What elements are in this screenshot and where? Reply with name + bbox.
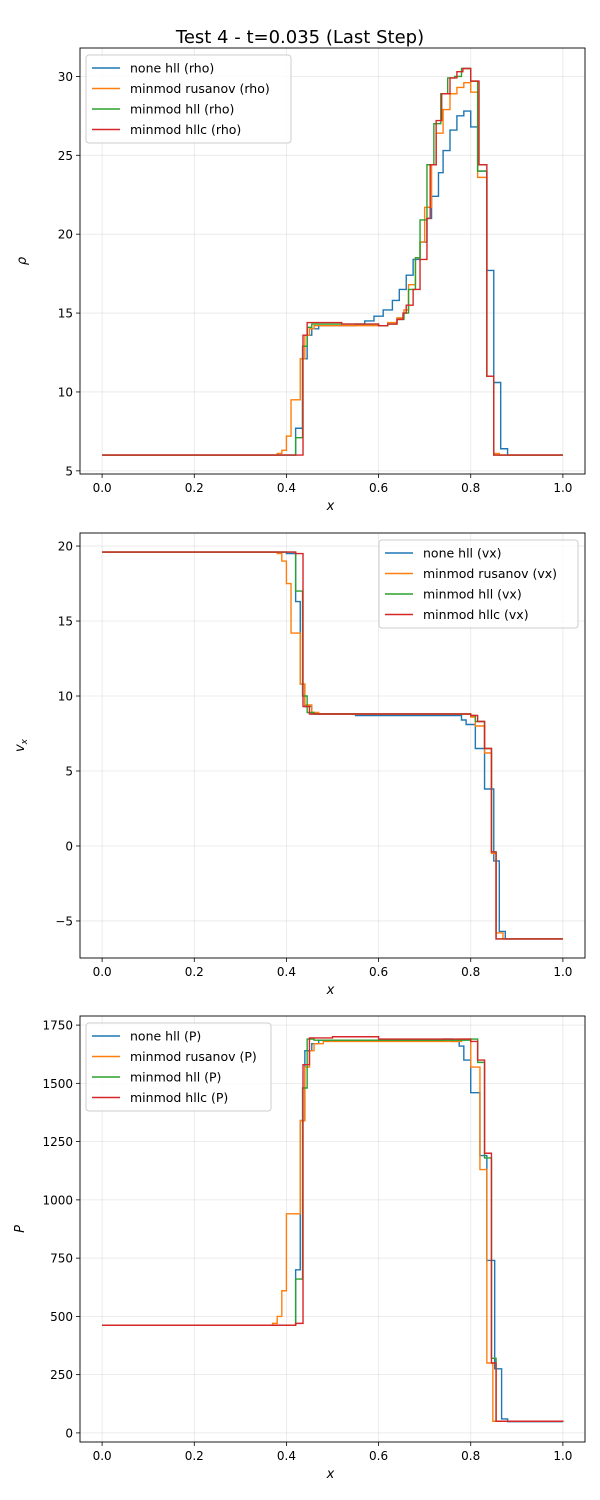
x-tick-label: 0.8 <box>461 965 480 979</box>
x-tick-label: 0.0 <box>93 965 112 979</box>
x-tick-label: 0.0 <box>93 1449 112 1463</box>
x-tick-label: 1.0 <box>553 1449 572 1463</box>
x-tick-label: 0.4 <box>277 481 296 495</box>
legend-label: minmod hllc (P) <box>130 1090 228 1105</box>
legend-label: none hll (vx) <box>423 546 502 561</box>
legend: none hll (P) minmod rusanov (P) minmod hll… <box>85 1022 272 1112</box>
axes-frame <box>79 532 586 959</box>
y-tick-label: 1000 <box>42 1193 73 1207</box>
y-tick-label: 500 <box>50 1310 73 1324</box>
x-tick-label: 0.2 <box>185 1449 204 1463</box>
y-tick-label: 0 <box>65 1426 73 1440</box>
subplot-2: 0.0 0.2 0.4 0.6 0.8 1.0 −5 0 5 10 15 20 x vx none hll … <box>13 532 586 998</box>
legend: none hll (rho) minmod rusanov (rho) minmod… <box>85 54 292 144</box>
subplot-1: 0.0 0.2 0.4 0.6 0.8 1.0 5 10 15 20 25 30 x ρ none hll … <box>15 47 586 514</box>
y-tick-label: 1750 <box>42 1019 73 1033</box>
series-line-minmod-rusanov-p- <box>102 1038 564 1422</box>
x-axis-label: x <box>326 499 335 514</box>
y-tick-label: 10 <box>58 690 73 704</box>
axes-frame <box>79 47 586 475</box>
y-tick-label: 20 <box>58 540 73 554</box>
legend-label: minmod hll (vx) <box>423 587 522 602</box>
legend-frame <box>378 539 579 629</box>
y-tick-label: 750 <box>50 1252 73 1266</box>
series-line-minmod-hllc-rho- <box>102 67 563 456</box>
y-tick-label: 30 <box>58 70 73 84</box>
x-tick-label: 0.6 <box>369 965 388 979</box>
y-tick-label: 10 <box>58 385 73 399</box>
legend-label: none hll (rho) <box>130 61 214 76</box>
legend-label: minmod hll (P) <box>130 1070 221 1085</box>
x-tick-label: 0.6 <box>369 1449 388 1463</box>
series-line-minmod-hllc-vx- <box>102 551 563 940</box>
legend-label: minmod rusanov (rho) <box>130 81 270 96</box>
y-tick-label: 15 <box>58 615 73 629</box>
x-tick-label: 0.8 <box>461 1449 480 1463</box>
y-tick-label: 1250 <box>42 1135 73 1149</box>
legend-label: minmod rusanov (vx) <box>423 566 557 581</box>
y-tick-label: 25 <box>58 149 73 163</box>
y-tick-label: 5 <box>65 464 73 478</box>
y-axis-label: vx <box>13 738 30 752</box>
x-axis-label: x <box>326 1467 335 1482</box>
y-tick-label: 20 <box>58 228 73 242</box>
legend-label: minmod hllc (vx) <box>423 607 529 622</box>
x-tick-label: 1.0 <box>553 481 572 495</box>
y-tick-label: 0 <box>65 839 73 853</box>
legend-label: minmod hllc (rho) <box>130 122 241 137</box>
y-tick-label: 250 <box>50 1368 73 1382</box>
x-tick-label: 0.4 <box>277 965 296 979</box>
x-tick-label: 1.0 <box>553 965 572 979</box>
figure-title: Test 4 - t=0.035 (Last Step) <box>175 27 425 48</box>
y-tick-label: −5 <box>55 914 73 928</box>
legend-label: minmod hll (rho) <box>130 102 234 117</box>
series-line-minmod-rusanov-vx- <box>102 551 563 940</box>
x-tick-label: 0.2 <box>185 481 204 495</box>
x-axis-label: x <box>326 983 335 998</box>
y-axis-label: P <box>13 1225 28 1233</box>
x-tick-label: 0.8 <box>461 481 480 495</box>
y-tick-label: 5 <box>65 764 73 778</box>
x-tick-label: 0.4 <box>277 1449 296 1463</box>
legend-label: none hll (P) <box>130 1029 201 1044</box>
axes-frame <box>79 1015 586 1443</box>
y-tick-label: 1500 <box>42 1077 73 1091</box>
x-tick-label: 0.0 <box>93 481 112 495</box>
legend: none hll (vx) minmod rusanov (vx) minmod h… <box>378 539 579 629</box>
series-line-minmod-hllc-p- <box>102 1036 564 1422</box>
legend-frame <box>85 1022 272 1112</box>
y-axis-label: ρ <box>15 256 30 265</box>
legend-frame <box>85 54 292 144</box>
legend-label: minmod rusanov (P) <box>130 1049 257 1064</box>
x-tick-label: 0.2 <box>185 965 204 979</box>
subplot-3: 0.0 0.2 0.4 0.6 0.8 1.0 0 250 500 750 1000 1250 1500… <box>13 1015 586 1482</box>
x-tick-label: 0.6 <box>369 481 388 495</box>
y-tick-label: 15 <box>58 307 73 321</box>
